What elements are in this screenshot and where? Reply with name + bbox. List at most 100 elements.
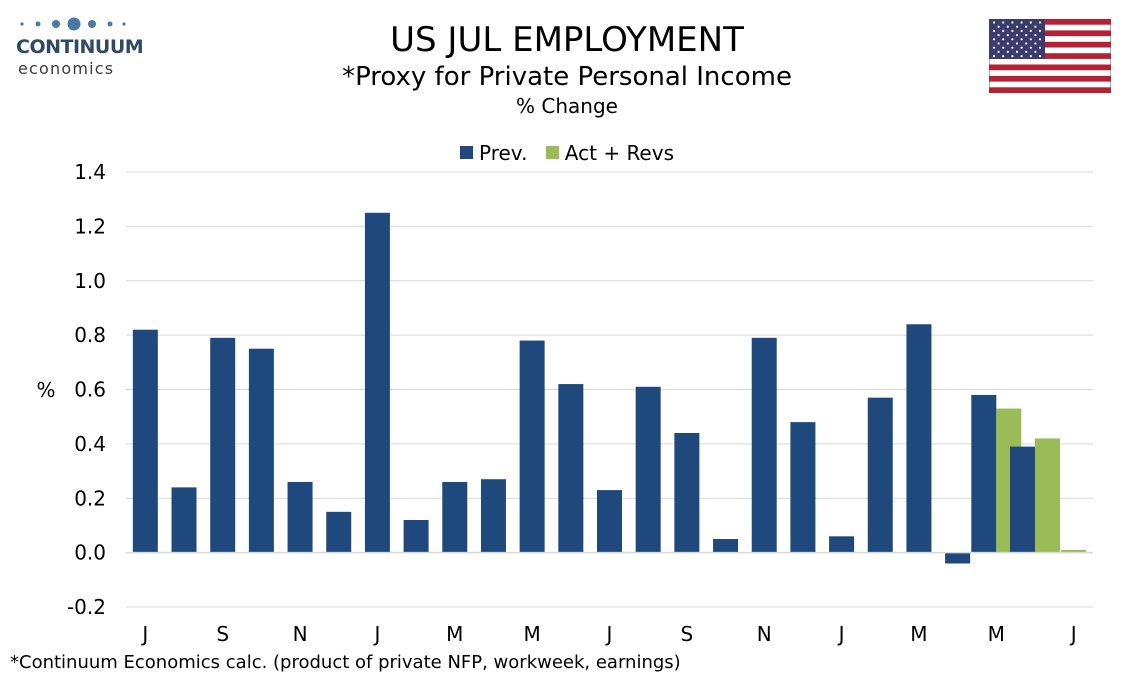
y-tick-label: 1.0 (74, 269, 106, 293)
bar-prev (713, 539, 739, 553)
bar-prev (829, 536, 855, 553)
flag-star (1015, 50, 1019, 53)
bar-prev (287, 481, 313, 553)
flag-star (1038, 21, 1042, 24)
bar-act-revs (1061, 549, 1087, 553)
flag-star (992, 38, 996, 41)
flag-star (1006, 50, 1009, 53)
chart-title: US JUL EMPLOYMENT (390, 20, 744, 60)
bar-prev (1009, 446, 1035, 553)
x-tick-label: M (446, 622, 463, 646)
flag-star (1020, 46, 1023, 49)
flag-star (1025, 42, 1028, 45)
bar-prev (248, 348, 274, 553)
x-tick-label: N (293, 622, 308, 646)
y-tick-label: 1.2 (74, 214, 106, 238)
chart-legend: Prev. Act + Revs (0, 140, 1134, 165)
flag-star (1029, 46, 1032, 49)
continuum-logo: CONTINUUM economics (14, 14, 144, 78)
x-tick-label: J (837, 622, 845, 646)
legend-item-act: Act + Revs (545, 140, 674, 165)
flag-star (1011, 38, 1014, 41)
flag-star (1025, 50, 1028, 53)
y-tick-label: 0.8 (74, 323, 106, 347)
flag-star (997, 25, 1000, 28)
flag-star (1029, 55, 1032, 58)
bar-prev (171, 487, 197, 553)
flag-star (1002, 29, 1005, 32)
bar-prev (364, 212, 390, 553)
legend-label-act: Act + Revs (564, 140, 674, 165)
flag-star (1015, 42, 1019, 45)
x-tick-label: J (372, 622, 380, 646)
bar-prev (558, 384, 584, 553)
y-tick-label: 0.4 (74, 432, 106, 456)
flag-star (992, 46, 996, 49)
flag-star (1034, 34, 1037, 37)
x-tick-label: S (681, 622, 694, 646)
flag-star (1038, 55, 1042, 58)
flag-star (1002, 46, 1005, 49)
flag-star (1006, 34, 1009, 37)
flag-star (1029, 21, 1032, 24)
x-tick-label: M (910, 622, 927, 646)
flag-star (997, 42, 1000, 45)
bar-prev (326, 511, 352, 553)
bars (132, 212, 1087, 564)
bar-prev (480, 479, 506, 553)
flag-star (1038, 46, 1042, 49)
bar-prev (674, 433, 700, 553)
bar-prev (635, 386, 661, 553)
flag-star (1015, 34, 1019, 37)
flag-star (1029, 29, 1032, 32)
y-tick-label: 0.0 (74, 541, 106, 565)
flag-star (1011, 46, 1014, 49)
bar-prev (210, 337, 236, 553)
y-tick-label: -0.2 (67, 595, 106, 619)
flag-star (1038, 29, 1042, 32)
flag-star (1020, 21, 1023, 24)
footnote: *Continuum Economics calc. (product of p… (10, 652, 681, 673)
flag-star (992, 55, 996, 58)
flag-star (1029, 38, 1032, 41)
flag-star (1034, 25, 1037, 28)
flag-star (1011, 55, 1014, 58)
flag-star (997, 34, 1000, 37)
y-axis-ticks: 1.4 1.2 1.0 0.8 0.6 0.4 0.2 0.0 -0.2 (67, 160, 106, 619)
flag-star (997, 50, 1000, 53)
y-tick-label: 0.2 (74, 486, 106, 510)
logo-dots-icon (20, 17, 126, 31)
flag-star (992, 21, 996, 24)
x-tick-label: S (216, 622, 229, 646)
bar-prev (867, 397, 893, 553)
flag-star (1015, 25, 1019, 28)
bar-prev (751, 337, 777, 553)
flag-star (1002, 21, 1005, 24)
bar-prev (790, 422, 816, 553)
chart-units: % Change (516, 94, 618, 118)
bar-prev (132, 329, 158, 553)
legend-swatch-prev (460, 146, 473, 159)
flag-star (1034, 50, 1037, 53)
logo-text-economics: economics (18, 59, 115, 78)
flag-star (1034, 42, 1037, 45)
bar-prev (945, 552, 971, 564)
x-tick-label: J (140, 622, 148, 646)
flag-star (1020, 55, 1023, 58)
flag-star (1025, 25, 1028, 28)
flag-star (1038, 38, 1042, 41)
bar-prev (906, 324, 932, 553)
x-tick-label: J (1069, 622, 1077, 646)
x-tick-label: J (605, 622, 613, 646)
x-tick-label: N (757, 622, 772, 646)
flag-star (1002, 55, 1005, 58)
flag-star (1025, 34, 1028, 37)
x-tick-label: M (988, 622, 1005, 646)
us-flag-icon (989, 19, 1111, 93)
flag-star (1020, 29, 1023, 32)
flag-star (1011, 29, 1014, 32)
x-tick-label: M (524, 622, 541, 646)
bar-prev (519, 340, 545, 553)
